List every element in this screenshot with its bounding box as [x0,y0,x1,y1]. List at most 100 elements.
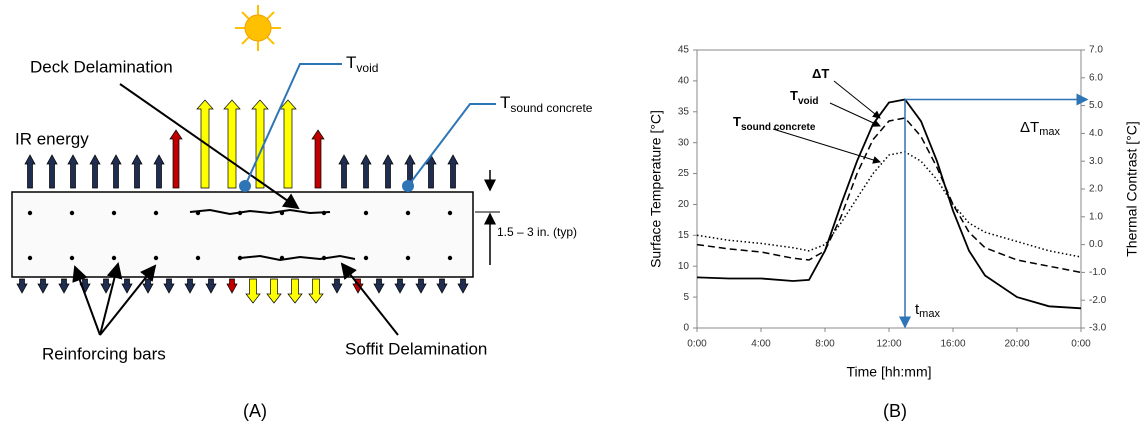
y-tick-label: 40 [678,76,690,87]
t-max-label: tmax [915,301,940,320]
rebar [111,210,117,216]
y2-tick-label: -1.0 [1089,267,1107,278]
dt-max-base: ΔT [1020,119,1039,136]
series-line [696,117,1082,274]
depth-label: 1.5 – 3 in. (typ) [497,225,577,239]
rebar [237,255,243,261]
ir-arrow [279,99,297,189]
ir-arrow [67,154,79,189]
ir-arrow [457,278,469,294]
deck-crack [189,208,331,216]
y-tick-label: 25 [678,168,690,179]
y-tick-label: 35 [678,106,690,117]
y2-tick-label: 6.0 [1089,72,1103,83]
rebar [363,210,369,216]
y-tick-label: 20 [678,199,690,210]
series-name: ΔT [812,66,829,81]
ir-arrow [163,278,175,294]
ir-arrow [266,278,282,304]
x-tick-label: 0:00 [1071,339,1091,350]
probe [239,180,251,192]
y2-tick-label: 1.0 [1089,211,1103,222]
concrete-slab [11,191,474,278]
leaders [72,262,399,336]
soffit-label: Soffit Delamination [345,339,487,358]
rebar [279,210,285,216]
rebars [27,210,453,261]
y-tick-label: 30 [678,137,690,148]
ir-arrow [311,129,325,189]
x-tick-label: 8:00 [815,339,835,350]
panel-a: Deck Delamination Tvoid Tsound concrete … [11,5,593,421]
x-tick-label: 4:00 [751,339,771,350]
rebar [321,255,327,261]
ir-arrow [169,129,183,189]
leader [833,80,881,119]
series-name-sub: void [798,96,819,107]
series-label: ΔT [812,66,829,81]
ir-arrow [121,278,133,294]
ir-arrow [24,154,36,189]
rebar [69,255,75,261]
sun [235,5,281,51]
series-line [696,151,1082,258]
leader [829,102,881,127]
ir-arrow [447,154,459,189]
rebar [321,210,327,216]
y2-tick-label: 2.0 [1089,184,1103,195]
rebar-label: Reinforcing bars [42,344,166,363]
rebar [447,210,453,216]
leader [244,63,342,187]
ir-arrow [58,278,70,294]
y2-axis-label: Thermal Contrast [°C] [1124,121,1140,257]
y-tick-label: 0 [683,323,689,334]
leader [772,128,881,164]
y-tick-label: 5 [683,292,689,303]
y2-tick-label: -3.0 [1089,323,1107,334]
rebar [237,210,243,216]
ir-arrow [425,154,437,189]
x-axis-label: Time [hh:mm] [846,364,931,380]
series-label: Tsound concrete [733,114,816,132]
rebar [405,210,411,216]
ir-arrow [226,278,238,294]
rebar [27,210,33,216]
panel-b: Time [hh:mm] Surface Temperature [°C] Th… [648,45,1140,421]
ir-arrow [360,154,372,189]
t-sound-label: Tsound concrete [500,93,593,115]
rebar [153,255,159,261]
panel-label: (B) [883,401,907,421]
x-tick-label: 12:00 [876,339,901,350]
series-name: T [733,114,741,129]
y2-tick-label: -2.0 [1089,295,1107,306]
ir-arrow [394,278,406,294]
ir-arrow [131,154,143,189]
x-tick-label: 0:00 [687,339,707,350]
rebar [405,255,411,261]
t-max-base: t [915,301,920,318]
soffit-crack [239,254,356,262]
dt-max-label: ΔTmax [1020,119,1060,138]
series-name: T [790,88,798,103]
rebar [69,210,75,216]
rebar [195,210,201,216]
t-max-sub: max [919,308,940,320]
ir-arrow [223,99,241,189]
ir-arrow [251,99,269,189]
ir-arrows [16,99,469,304]
series-label: Tvoid [790,88,819,106]
ir-arrow [205,278,217,294]
ir-arrow [184,278,196,294]
ir-arrow [373,278,385,294]
deck-label: Deck Delamination [30,57,173,76]
rebar [279,255,285,261]
y-tick-label: 15 [678,230,690,241]
t-void-label: Tvoid [346,53,378,75]
ir-arrow [338,154,350,189]
ir-arrow [436,278,448,294]
y2-tick-label: 7.0 [1089,45,1103,56]
ir-arrow [153,154,165,189]
ir-arrow [37,278,49,294]
ir-arrow [16,278,28,294]
